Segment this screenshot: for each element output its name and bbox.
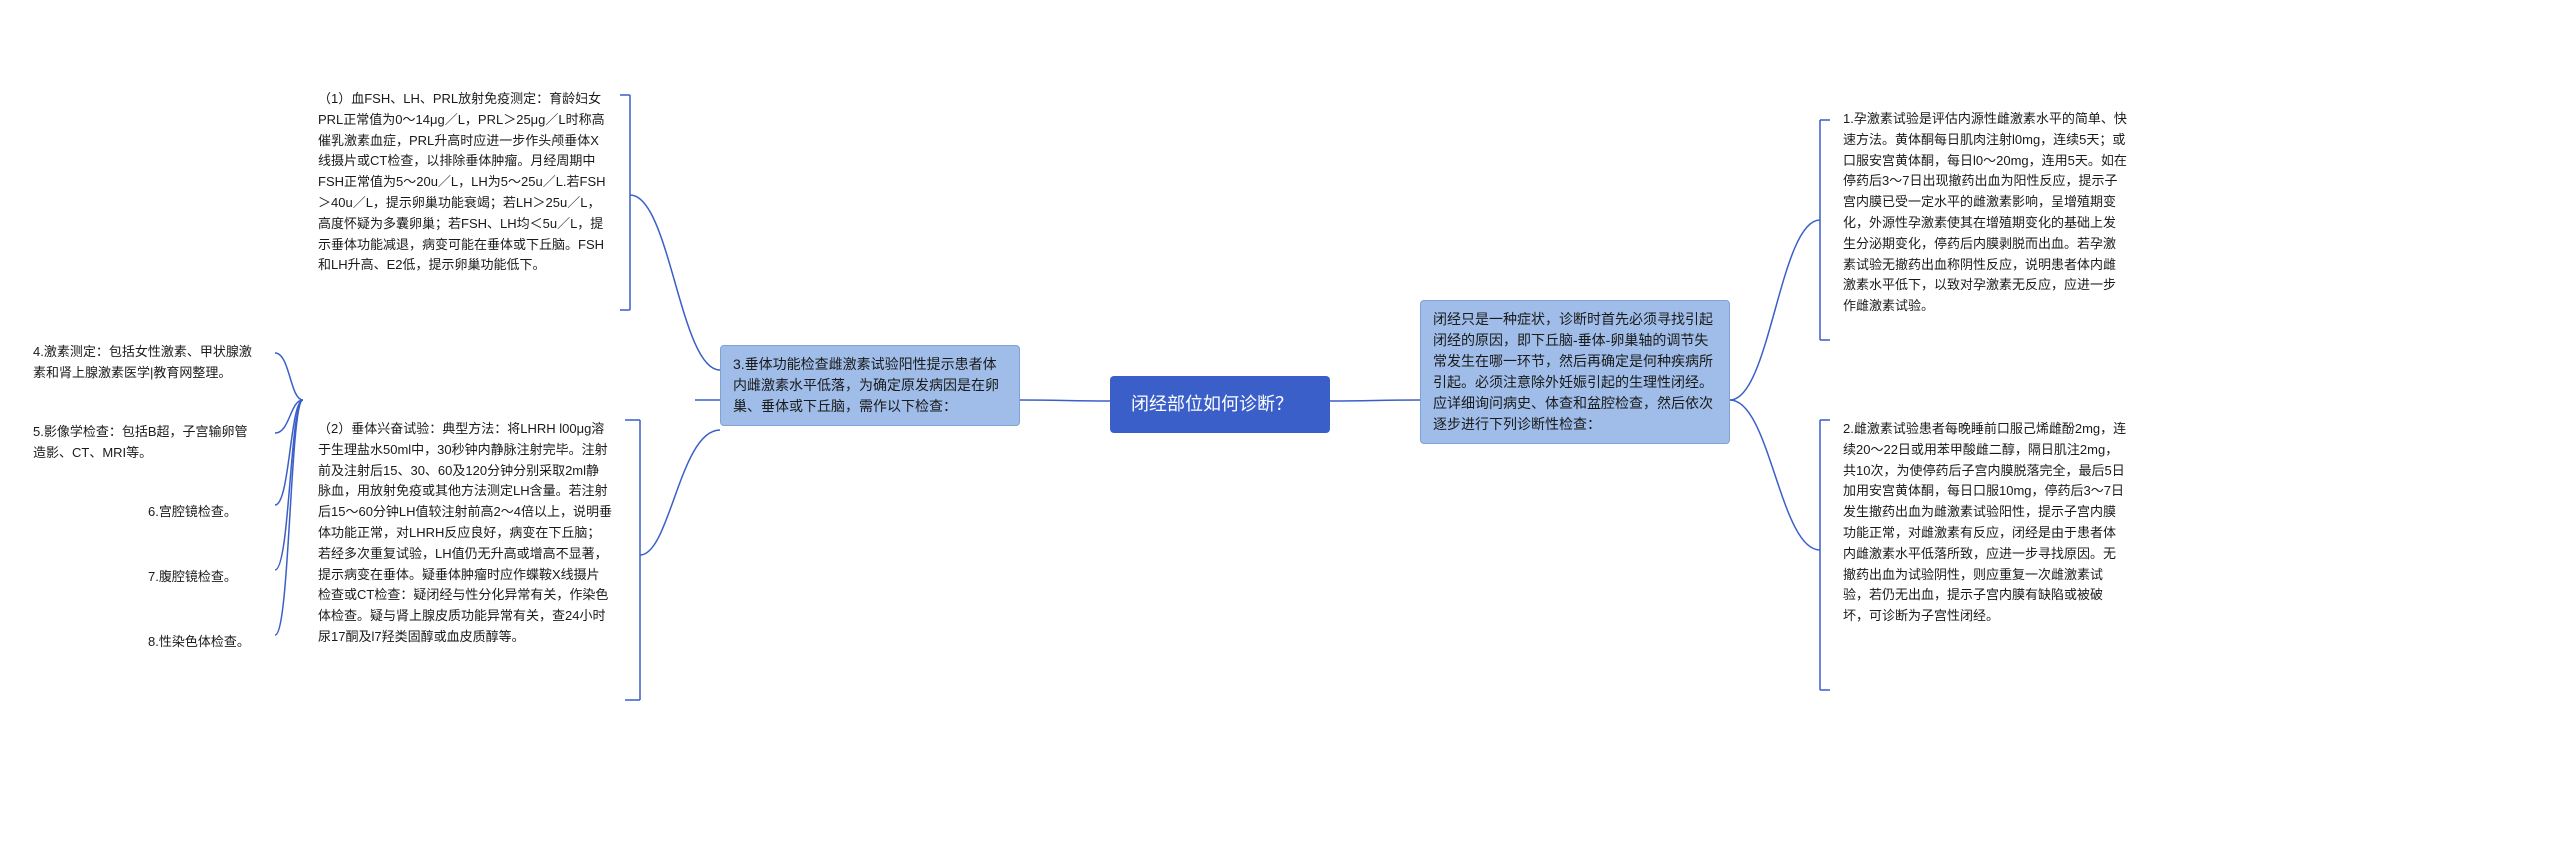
left-branch-node[interactable]: 3.垂体功能检查雌激素试验阳性提示患者体内雌激素水平低落，为确定原发病因是在卵巢… — [720, 345, 1020, 426]
root-node[interactable]: 闭经部位如何诊断？ — [1110, 376, 1330, 433]
left-leaf-7[interactable]: 8.性染色体检查。 — [135, 623, 265, 662]
left-leaf-3[interactable]: 4.激素测定：包括女性激素、甲状腺激素和肾上腺激素医学|教育网整理。 — [20, 333, 270, 393]
left-leaf-1[interactable]: （1）血FSH、LH、PRL放射免疫测定：育龄妇女PRL正常值为0～14μg／L… — [305, 80, 620, 285]
right-leaf-2[interactable]: 2.雌激素试验患者每晚睡前口服己烯雌酚2mg，连续20～22日或用苯甲酸雌二醇，… — [1830, 410, 2140, 636]
left-leaf-4[interactable]: 5.影像学检查：包括B超，子宫输卵管造影、CT、MRI等。 — [20, 413, 270, 473]
right-leaf-1[interactable]: 1.孕激素试验是评估内源性雌激素水平的简单、快速方法。黄体酮每日肌肉注射l0mg… — [1830, 100, 2140, 326]
left-leaf-2[interactable]: （2）垂体兴奋试验：典型方法：将LHRH l00μg溶于生理盐水50ml中，30… — [305, 410, 625, 657]
right-branch-node[interactable]: 闭经只是一种症状，诊断时首先必须寻找引起闭经的原因，即下丘脑-垂体-卵巢轴的调节… — [1420, 300, 1730, 444]
left-leaf-5[interactable]: 6.宫腔镜检查。 — [135, 493, 265, 532]
left-leaf-6[interactable]: 7.腹腔镜检查。 — [135, 558, 265, 597]
